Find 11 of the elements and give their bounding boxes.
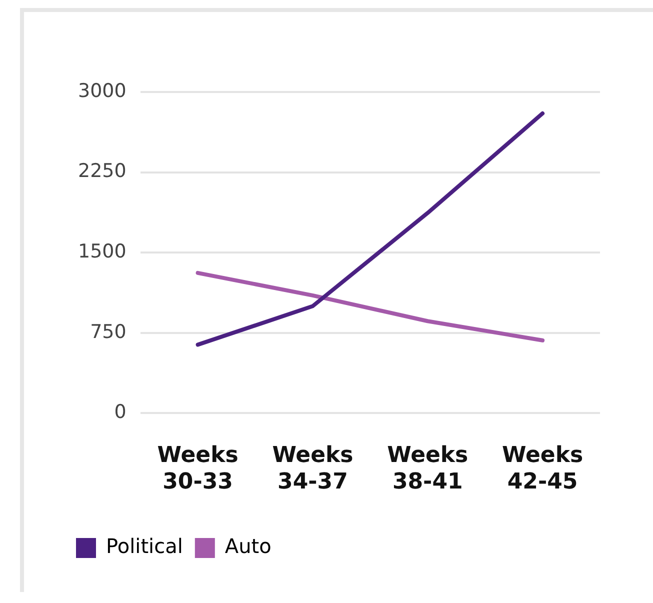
legend-label: Political	[106, 534, 183, 558]
y-tick-label: 750	[90, 320, 126, 343]
y-tick-label: 2250	[78, 160, 126, 182]
y-tick-label: 1500	[78, 240, 126, 263]
y-tick-label: 0	[114, 401, 126, 424]
y-tick-label: 3000	[78, 80, 126, 102]
x-tick-label: Weeks 34-37	[272, 443, 354, 495]
legend-label: Auto	[224, 534, 272, 558]
x-tick-label: Weeks 30-33	[157, 443, 238, 495]
x-tick-label: Weeks 38-41	[387, 443, 468, 495]
x-tick-label: Weeks 42-45	[502, 443, 584, 495]
